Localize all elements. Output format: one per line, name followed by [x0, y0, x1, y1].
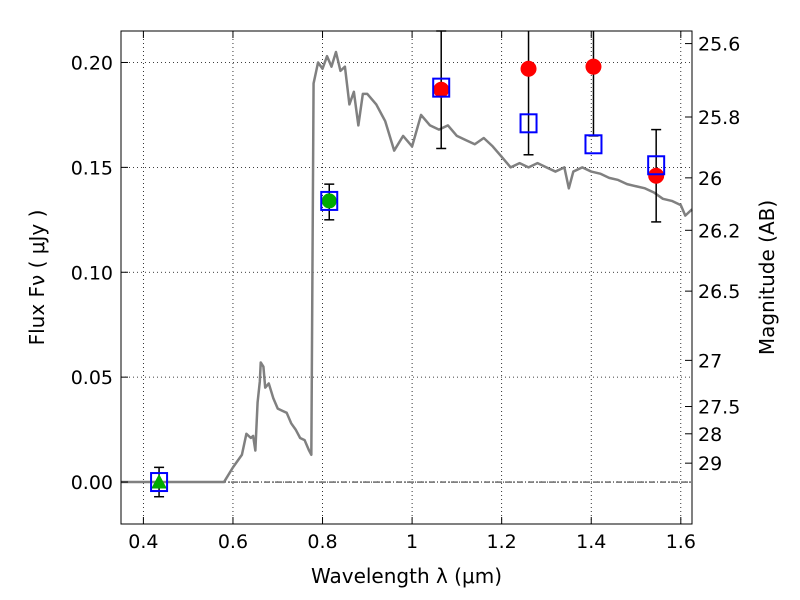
- red-circle-marker: [585, 58, 602, 75]
- magnitude-tick-label: 27: [698, 350, 722, 372]
- x-tick-label: 0.4: [128, 531, 158, 553]
- blue-square-marker: [647, 155, 666, 176]
- y-tick-label: 0.05: [71, 367, 113, 389]
- y-tick-label: 0.10: [71, 262, 113, 284]
- y-tick-label: 0.20: [71, 52, 113, 74]
- y-tick-label: 0.15: [71, 157, 113, 179]
- markers: [150, 58, 666, 493]
- magnitude-tick-label: 26.2: [698, 220, 740, 242]
- y-axis-label: Flux Fν ( μJy ): [25, 210, 49, 346]
- green-circle-marker: [321, 193, 337, 209]
- red-circle-marker: [648, 167, 665, 184]
- blue-square-marker: [320, 190, 339, 211]
- magnitude-tick-label: 25.8: [698, 107, 740, 129]
- x-tick-label: 0.8: [307, 531, 337, 553]
- magnitude-axis-ticks: 25.6 25.8 26 26.2 26.5 27 27.5 28 29: [685, 34, 740, 475]
- x-tick-label: 1.2: [487, 531, 517, 553]
- x-tick-label: 0.6: [218, 531, 248, 553]
- y-tick-label: 0.00: [71, 472, 113, 494]
- magnitude-axis-label: Magnitude (AB): [755, 200, 779, 355]
- magnitude-tick-label: 26.5: [698, 281, 740, 303]
- magnitude-tick-label: 25.6: [698, 34, 740, 56]
- x-tick-label: 1: [406, 531, 418, 553]
- magnitude-tick-label: 29: [698, 453, 722, 475]
- green-triangle-marker: [151, 473, 167, 489]
- model-spectrum-line: [121, 50, 693, 484]
- blue-square-marker: [519, 113, 538, 134]
- magnitude-tick-label: 27.5: [698, 397, 740, 419]
- model-spectrum: [121, 50, 693, 484]
- magnitude-tick-label: 26: [698, 168, 722, 190]
- x-axis-ticks: 0.4 0.6 0.8 1 1.2 1.4 1.6: [128, 31, 696, 553]
- blue-square-marker: [150, 472, 169, 493]
- blue-square-marker: [584, 134, 603, 155]
- plot-frame: [120, 30, 693, 525]
- x-axis-label: Wavelength λ (μm): [311, 564, 502, 588]
- red-circle-marker: [520, 60, 537, 77]
- x-tick-label: 1.6: [666, 531, 696, 553]
- blue-square-marker: [432, 77, 451, 98]
- red-circle-marker: [433, 81, 450, 98]
- x-tick-label: 1.4: [576, 531, 606, 553]
- y-axis-ticks: 0.00 0.05 0.10 0.15 0.20: [71, 52, 128, 494]
- magnitude-tick-label: 28: [698, 424, 722, 446]
